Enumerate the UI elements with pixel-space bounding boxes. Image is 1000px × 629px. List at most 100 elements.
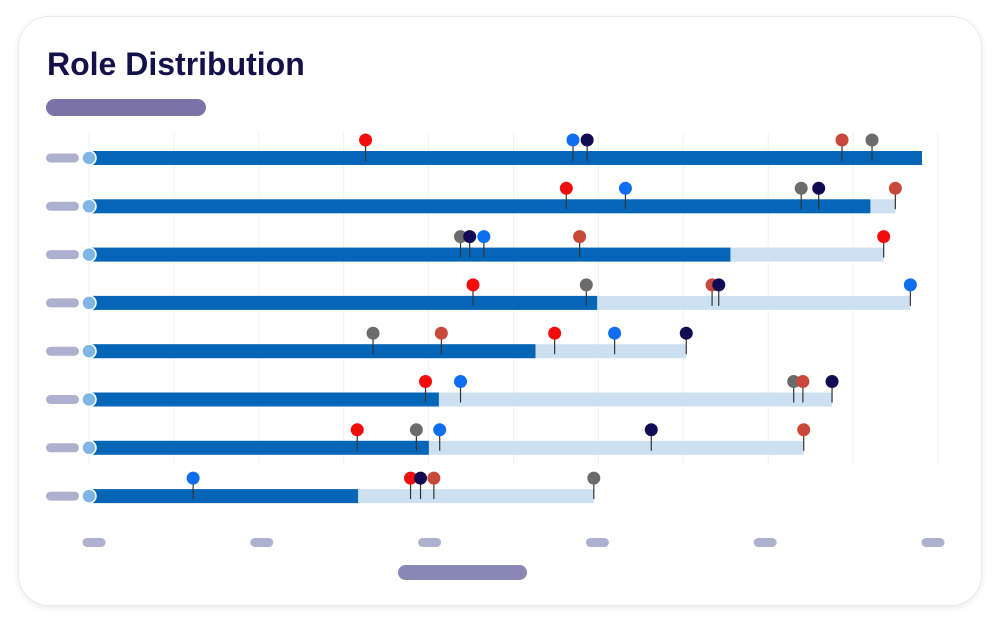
marker-pin-navy [812, 181, 826, 210]
bar-progress [89, 392, 439, 407]
bar-start-dot [81, 440, 97, 456]
marker-pin-navy [679, 326, 693, 355]
marker-pin-gray [579, 278, 593, 306]
bar-layer [46, 150, 922, 504]
marker-pin-red [419, 375, 433, 403]
subtitle-placeholder [46, 99, 206, 116]
marker-head [903, 278, 917, 292]
marker-pin-blue [454, 375, 468, 403]
marker-pin-navy [712, 278, 726, 306]
marker-head [433, 423, 447, 437]
marker-head [888, 181, 902, 195]
marker-layer [186, 133, 917, 500]
marker-head [812, 181, 826, 195]
marker-pin-red [559, 181, 573, 210]
x-tick-label-placeholder [82, 538, 106, 547]
x-tick-label-placeholder [418, 538, 442, 547]
marker-head [877, 230, 891, 244]
marker-head [466, 278, 480, 292]
marker-pin-gray [409, 423, 423, 451]
marker-head [454, 375, 468, 388]
marker-pin-rust [796, 375, 810, 403]
bar-start-dot [81, 343, 97, 359]
marker-head [404, 471, 418, 485]
marker-head [579, 278, 593, 292]
bar-progress [89, 151, 922, 165]
marker-head [796, 375, 810, 388]
marker-pin-navy [825, 375, 839, 403]
marker-head [186, 471, 200, 485]
marker-head [427, 471, 441, 485]
bar-progress [89, 247, 731, 262]
bar-start-dot [81, 246, 97, 263]
marker-pin-gray [587, 471, 601, 500]
marker-head [608, 326, 622, 340]
bar-progress [89, 199, 871, 214]
marker-head [477, 230, 491, 244]
marker-pin-blue [186, 471, 200, 500]
row-label-placeholder [46, 346, 79, 356]
row-label-placeholder [46, 153, 79, 163]
marker-head [548, 326, 562, 340]
row-label-placeholder [46, 250, 79, 260]
marker-pin-red [877, 230, 891, 258]
x-tick-label-placeholder [753, 538, 777, 547]
marker-head [559, 181, 573, 195]
marker-head [366, 326, 380, 340]
bar-start-dot [81, 150, 97, 166]
marker-pin-blue [618, 181, 632, 210]
marker-pin-rust [835, 133, 849, 161]
row-label-placeholder [46, 298, 79, 308]
marker-head [787, 375, 801, 388]
chart-title: Role Distribution [47, 46, 305, 82]
marker-head [865, 133, 879, 147]
marker-pin-gray [366, 326, 380, 355]
marker-pin-navy [463, 230, 477, 258]
marker-pin-red [466, 278, 480, 306]
marker-head [463, 230, 477, 244]
x-tick-label-placeholder [250, 538, 274, 547]
marker-pin-blue [566, 133, 580, 161]
marker-head [825, 375, 839, 388]
marker-head [679, 326, 693, 340]
marker-pin-rust [797, 423, 811, 451]
marker-pin-red [548, 326, 562, 355]
marker-head [835, 133, 849, 147]
marker-pin-gray [865, 133, 879, 161]
marker-pin-blue [608, 326, 622, 355]
marker-head [350, 423, 364, 437]
marker-pin-rust [888, 181, 902, 210]
marker-head [419, 375, 433, 388]
marker-head [580, 133, 594, 147]
x-tick-label-placeholder [585, 538, 609, 547]
marker-pin-red [350, 423, 364, 451]
marker-pin-navy [414, 471, 428, 500]
x-axis-title-placeholder [398, 565, 527, 580]
marker-pin-blue [903, 278, 917, 306]
bar-start-dot [81, 198, 97, 215]
axis-layer [82, 538, 945, 580]
marker-head [566, 133, 580, 147]
bar-progress [89, 344, 536, 359]
marker-head [797, 423, 811, 437]
x-tick-label-placeholder [921, 538, 945, 547]
bar-start-dot [81, 295, 97, 311]
marker-pin-blue [477, 230, 491, 258]
marker-head [618, 181, 632, 195]
marker-pin-rust [573, 230, 587, 258]
row-label-placeholder [46, 443, 79, 453]
marker-pin-gray [787, 375, 801, 403]
marker-pin-red [404, 471, 418, 500]
marker-head [414, 471, 428, 485]
marker-head [587, 471, 601, 485]
marker-head [454, 230, 468, 244]
bar-progress [89, 295, 598, 310]
marker-pin-rust [434, 326, 448, 355]
marker-pin-rust [427, 471, 441, 500]
row-label-placeholder [46, 201, 79, 211]
marker-head [409, 423, 423, 437]
marker-head [644, 423, 658, 437]
marker-pin-blue [433, 423, 447, 451]
bar-progress [89, 440, 429, 455]
